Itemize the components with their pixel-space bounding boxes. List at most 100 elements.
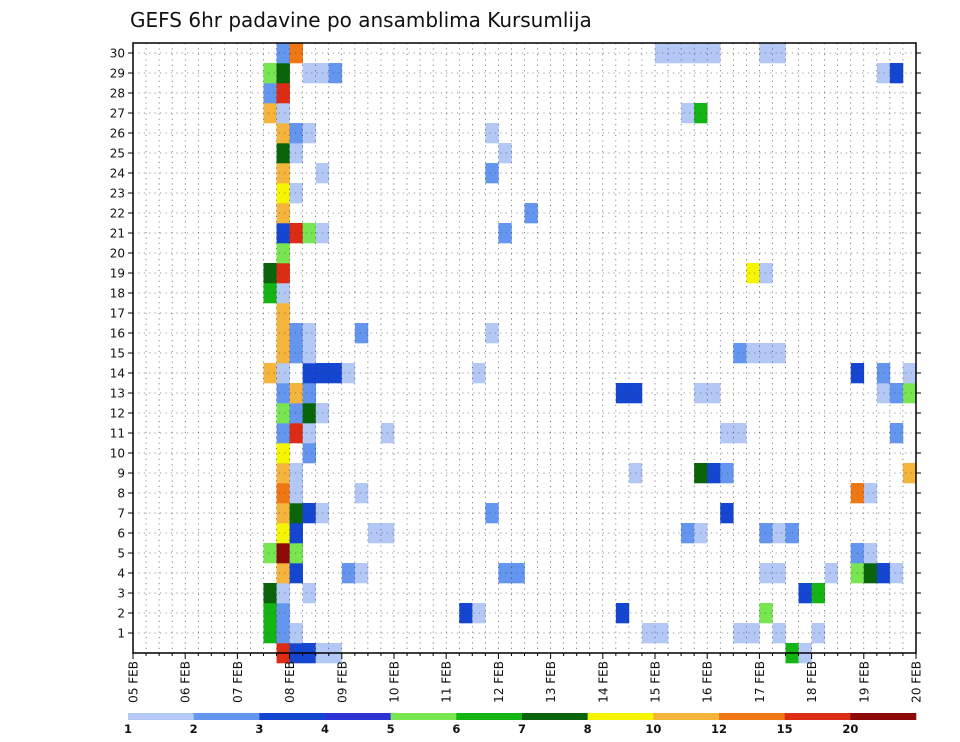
heatmap-cell: [302, 223, 316, 244]
heatmap-cell: [707, 383, 721, 404]
heatmap-cell: [302, 383, 316, 404]
heatmap-cell: [276, 523, 290, 544]
legend-swatch: [128, 713, 194, 720]
x-tick-label: 17 FEB: [753, 661, 767, 703]
x-tick-label: 11 FEB: [440, 661, 454, 703]
y-tick-label: 27: [110, 107, 125, 121]
legend-swatch: [850, 713, 917, 720]
y-tick-label: 4: [117, 567, 125, 581]
heatmap-cell: [263, 83, 277, 104]
heatmap-cell: [876, 563, 891, 584]
heatmap-cell: [681, 103, 695, 124]
heatmap-cell: [302, 323, 316, 344]
heatmap-cell: [681, 43, 695, 64]
y-tick-label: 15: [110, 347, 125, 361]
heatmap-cell: [276, 563, 290, 584]
x-tick-label: 10 FEB: [388, 661, 402, 703]
heatmap-cell: [876, 63, 891, 84]
heatmap-cell: [289, 543, 303, 564]
heatmap-cell: [746, 263, 760, 284]
legend-swatch: [456, 713, 523, 720]
legend-swatch: [653, 713, 720, 720]
heatmap-cell: [759, 563, 773, 584]
heatmap-cell: [485, 163, 499, 184]
heatmap-cell: [863, 543, 878, 564]
y-axis: 1234567891011121314151617181920212223242…: [110, 47, 921, 641]
heatmap-cell: [746, 343, 760, 364]
heatmap-cell: [276, 103, 290, 124]
y-tick-label: 26: [110, 127, 125, 141]
heatmap-cell: [289, 563, 303, 584]
legend-label: 1: [124, 722, 132, 736]
heatmap-cell: [289, 503, 303, 524]
y-tick-label: 24: [110, 167, 125, 181]
heatmap-cell: [276, 223, 290, 244]
heatmap-cell: [328, 363, 343, 384]
heatmap-cell: [302, 403, 316, 424]
heatmap-cell: [889, 563, 904, 584]
x-tick-label: 13 FEB: [544, 661, 558, 703]
heatmap-cell: [302, 583, 316, 604]
heatmap-cell: [302, 423, 316, 444]
heatmap-cell: [811, 623, 825, 644]
heatmap-cell: [276, 423, 290, 444]
heatmap-cell: [759, 263, 773, 284]
heatmap-cell: [746, 623, 760, 644]
heatmap-cell: [276, 123, 290, 144]
heatmap-cell: [276, 543, 290, 564]
y-tick-label: 8: [117, 487, 125, 501]
x-tick-label: 15 FEB: [649, 661, 663, 703]
heatmap-cell: [720, 503, 734, 524]
legend-swatch: [390, 713, 457, 720]
heatmap-cell: [276, 403, 290, 424]
heatmap-cell: [863, 483, 878, 504]
y-tick-label: 10: [110, 447, 125, 461]
legend-label: 7: [518, 722, 526, 736]
heatmap-cell: [276, 263, 290, 284]
grid-lines: [133, 43, 916, 653]
heatmap-cell: [498, 143, 512, 164]
legend-label: 8: [584, 722, 592, 736]
y-tick-label: 30: [110, 47, 125, 61]
x-tick-label: 14 FEB: [596, 661, 610, 703]
heatmap-cell: [498, 223, 512, 244]
heatmap-cell: [289, 423, 303, 444]
heatmap-cell: [733, 343, 747, 364]
heatmap-cell: [681, 523, 695, 544]
heatmap-cell: [289, 183, 303, 204]
y-tick-label: 29: [110, 67, 125, 81]
heatmap-cell: [811, 583, 825, 604]
x-tick-label: 08 FEB: [283, 661, 297, 703]
y-tick-label: 2: [117, 607, 125, 621]
heatmap-cell: [263, 583, 277, 604]
heatmap-cell: [263, 603, 277, 624]
heatmap-cell: [733, 623, 747, 644]
heatmap-cell: [276, 163, 290, 184]
color-legend: 1 2 3 4 5 6 7 8 10 12 15 20: [124, 713, 917, 736]
heatmap-cell: [615, 603, 630, 624]
heatmap-cell: [276, 443, 290, 464]
y-tick-label: 6: [117, 527, 125, 541]
legend-label: 12: [711, 722, 727, 736]
chart-title: GEFS 6hr padavine po ansamblima Kursumli…: [130, 8, 592, 32]
y-tick-label: 14: [110, 367, 125, 381]
y-tick-label: 25: [110, 147, 125, 161]
heatmap-cell: [824, 563, 838, 584]
heatmap-cell: [485, 323, 499, 344]
heatmap-cell: [902, 363, 917, 384]
heatmap-cell: [902, 383, 917, 404]
heatmap-cell: [263, 623, 277, 644]
heatmap-cell: [798, 583, 812, 604]
heatmap-cell: [772, 343, 786, 364]
heatmap-cell: [641, 623, 656, 644]
heatmap-cell: [733, 423, 747, 444]
heatmap-cell: [276, 603, 290, 624]
heatmap-cell: [328, 63, 343, 84]
heatmap-cell: [341, 363, 356, 384]
heatmap-cell: [289, 483, 303, 504]
heatmap-cell: [289, 523, 303, 544]
y-tick-label: 3: [117, 587, 125, 601]
heatmap-cell: [485, 503, 499, 524]
heatmap-cell: [354, 323, 369, 344]
y-tick-label: 12: [110, 407, 125, 421]
